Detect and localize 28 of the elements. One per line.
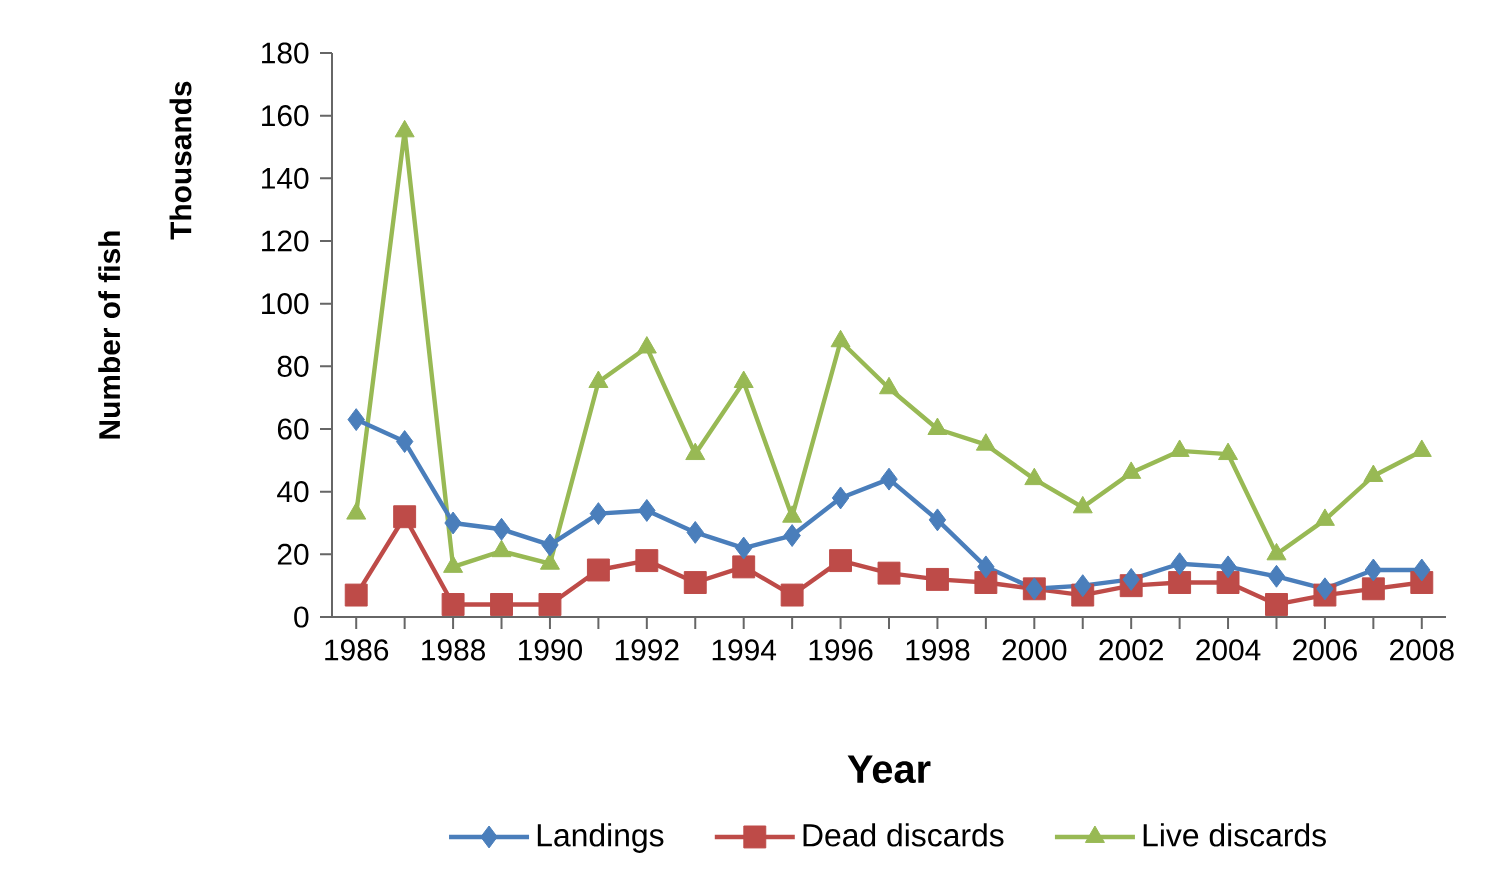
legend-label: Live discards xyxy=(1143,823,1326,847)
x-tick-label: 1990 xyxy=(518,639,582,661)
x-tick-label: 1992 xyxy=(615,639,679,661)
y-tick-label: 20 xyxy=(277,543,309,565)
x-tick-label: 2004 xyxy=(1196,639,1261,661)
legend-label: Landings xyxy=(537,823,664,853)
x-axis-title: Year xyxy=(847,755,931,784)
y-tick-label: 0 xyxy=(294,606,309,628)
x-tick-label: 1988 xyxy=(422,639,486,661)
text: Thousands xyxy=(169,81,192,240)
x-tick-label: 2002 xyxy=(1099,639,1163,661)
y-tick-label: 60 xyxy=(277,418,309,440)
x-tick-label: 1986 xyxy=(325,639,389,661)
y-tick-label: 120 xyxy=(262,230,309,252)
y-axis-title: Number of fish xyxy=(98,231,121,439)
x-tick-label: 1998 xyxy=(906,639,970,661)
x-tick-label: 1996 xyxy=(809,639,873,661)
x-tick-label: 2000 xyxy=(1002,639,1067,661)
y-tick-label: 140 xyxy=(262,167,309,189)
y-tick-label: 180 xyxy=(262,42,309,64)
y-tick-label: 80 xyxy=(277,355,309,377)
legend-label: Dead discards xyxy=(803,823,1004,847)
y-tick-label: 160 xyxy=(262,105,309,127)
y-tick-label: 100 xyxy=(262,293,309,315)
x-tick-label: 2008 xyxy=(1390,639,1454,661)
x-tick-label: 1994 xyxy=(712,639,777,661)
x-tick-label: 2006 xyxy=(1293,639,1357,661)
y-tick-label: 40 xyxy=(277,481,309,503)
